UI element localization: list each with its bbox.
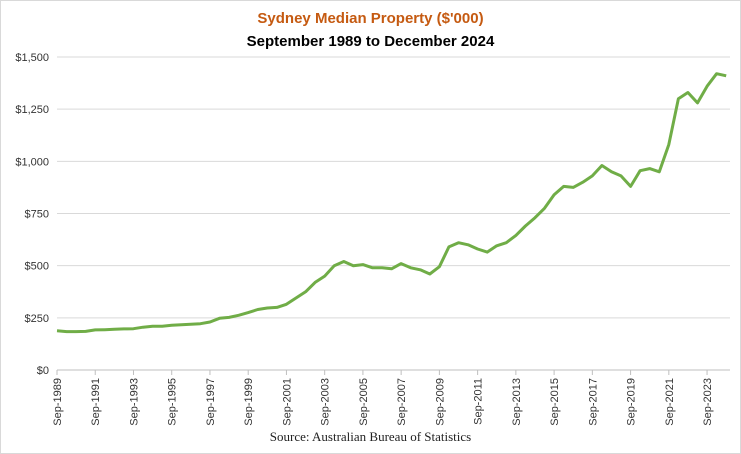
y-tick-label: $250 xyxy=(25,313,49,325)
x-tick-label: Sep-2005 xyxy=(358,378,370,426)
y-tick-label: $750 xyxy=(25,209,49,221)
x-tick-label: Sep-1997 xyxy=(205,378,217,426)
x-tick-label: Sep-2023 xyxy=(702,378,714,426)
x-tick-label: Sep-1999 xyxy=(243,378,255,426)
x-tick-label: Sep-2011 xyxy=(473,378,485,425)
x-tick-label: Sep-2015 xyxy=(549,378,561,426)
y-axis-ticks: $0 $250 $500 $750 $1,000 $1,250 $1,500 xyxy=(15,52,49,377)
source-note: Source: Australian Bureau of Statistics xyxy=(269,429,472,444)
x-tick-label: Sep-1991 xyxy=(90,378,102,426)
series-line xyxy=(56,72,727,334)
y-tick-label: $1,000 xyxy=(15,156,49,168)
y-tick-label: $1,250 xyxy=(15,104,49,116)
x-tick-label: Sep-2019 xyxy=(626,378,638,426)
chart-subtitle: September 1989 to December 2024 xyxy=(246,33,495,50)
y-tick-label: $1,500 xyxy=(15,52,49,64)
y-tick-label: $500 xyxy=(25,261,49,273)
chart-title: Sydney Median Property ($'000) xyxy=(257,10,484,27)
x-axis-ticks: Sep-1989 Sep-1991 Sep-1993 Sep-1995 Sep-1997… xyxy=(52,370,714,426)
x-tick-label: Sep-2017 xyxy=(587,378,599,426)
x-tick-label: Sep-2001 xyxy=(281,378,293,426)
x-tick-label: Sep-2007 xyxy=(396,378,408,426)
x-tick-label: Sep-2009 xyxy=(434,378,446,426)
x-tick-label: Sep-1989 xyxy=(52,378,64,426)
x-tick-label: Sep-2021 xyxy=(664,378,676,426)
gridlines xyxy=(57,56,730,371)
x-tick-label: Sep-2003 xyxy=(320,378,332,426)
x-tick-label: Sep-2013 xyxy=(511,378,523,426)
x-tick-label: Sep-1995 xyxy=(167,378,179,426)
x-tick-label: Sep-1993 xyxy=(128,378,140,426)
y-tick-label: $0 xyxy=(37,365,49,377)
